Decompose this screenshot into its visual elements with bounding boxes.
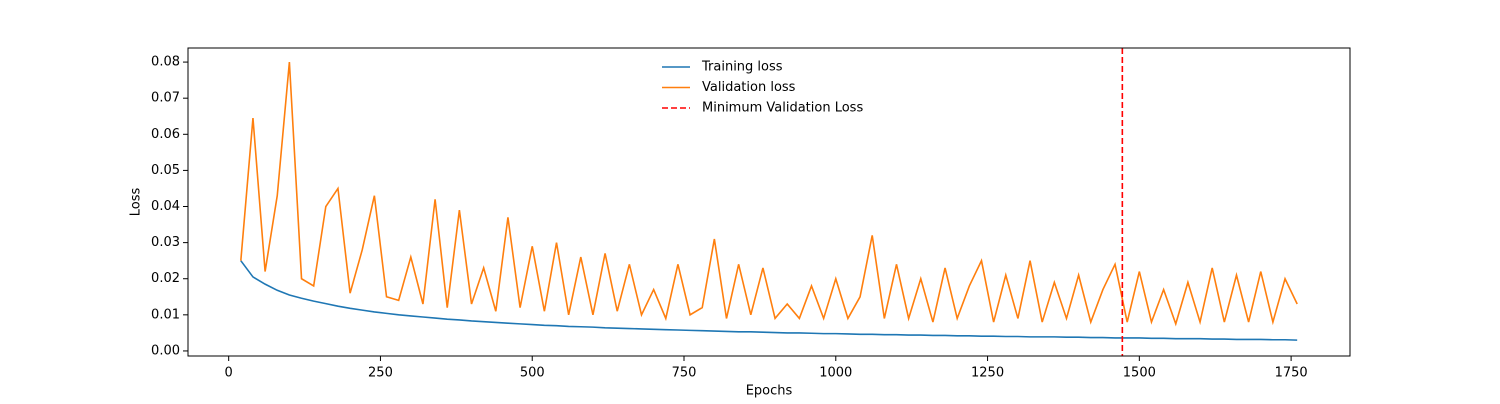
legend-label: Minimum Validation Loss: [702, 101, 863, 116]
line-series: [240, 260, 1298, 341]
x-tick-label: 1250: [971, 366, 1004, 381]
y-tick-label: 0.05: [151, 163, 180, 178]
y-tick-label: 0.00: [151, 343, 180, 358]
plot-frame: [187, 47, 1351, 357]
y-tick-label: 0.03: [151, 235, 180, 250]
legend-label: Training loss: [701, 60, 783, 75]
x-tick-label: 1750: [1275, 366, 1308, 381]
x-tick-label: 750: [672, 366, 697, 381]
legend-label: Validation loss: [702, 80, 796, 95]
y-tick-label: 0.01: [151, 307, 180, 322]
y-tick-label: 0.04: [151, 199, 180, 214]
line-series: [240, 62, 1298, 327]
x-tick-label: 250: [368, 366, 393, 381]
x-axis-label: Epochs: [746, 384, 793, 399]
y-tick-label: 0.07: [151, 91, 180, 106]
y-tick-label: 0.08: [151, 55, 180, 70]
y-tick-label: 0.02: [151, 271, 180, 286]
y-tick-label: 0.06: [151, 127, 180, 142]
x-tick-label: 1500: [1123, 366, 1156, 381]
y-axis-label: Loss: [129, 188, 144, 217]
x-tick-label: 0: [225, 366, 233, 381]
x-tick-label: 500: [520, 366, 545, 381]
x-tick-label: 1000: [819, 366, 852, 381]
